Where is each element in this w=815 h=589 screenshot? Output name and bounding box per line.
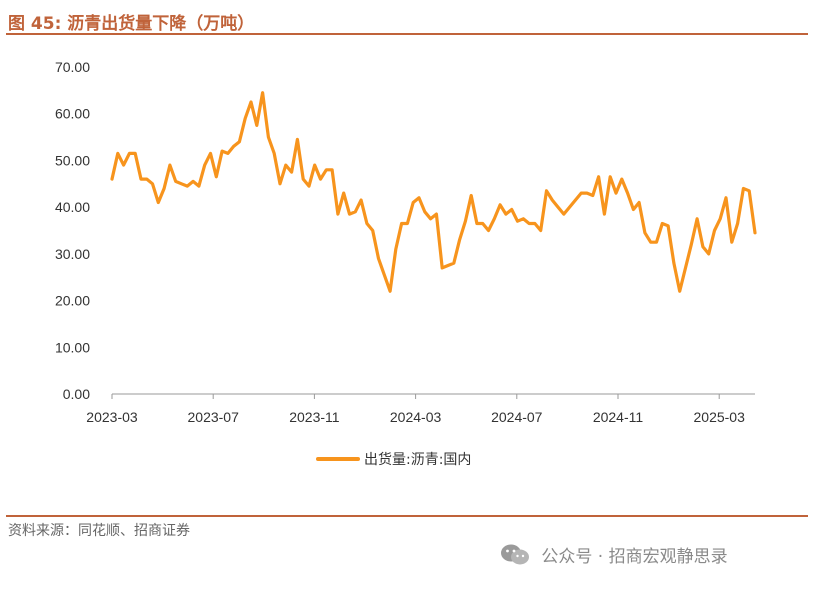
series-line bbox=[110, 91, 757, 293]
y-tick-label: 0.00 bbox=[63, 386, 90, 402]
line-chart: 0.0010.0020.0030.0040.0050.0060.0070.00 … bbox=[55, 59, 757, 468]
y-tick-label: 40.00 bbox=[55, 199, 90, 215]
legend-label: 出货量:沥青:国内 bbox=[364, 451, 471, 468]
wechat-icon bbox=[501, 544, 529, 564]
y-tick-label: 10.00 bbox=[55, 339, 90, 355]
x-tick-label: 2023-11 bbox=[289, 409, 340, 425]
x-tick-label: 2024-07 bbox=[491, 409, 543, 425]
x-axis: 2023-03 2023-07 2023-11 2024-03 2024-07 2024-… bbox=[86, 393, 755, 425]
y-axis: 0.00 10.00 20.00 30.00 40.00 50.00 60.00 70.00 bbox=[55, 59, 90, 402]
bottom-rule bbox=[6, 515, 808, 517]
x-tick-label: 2024-11 bbox=[593, 409, 644, 425]
y-tick-label: 50.00 bbox=[55, 152, 90, 168]
x-tick-label: 2024-03 bbox=[390, 409, 442, 425]
y-tick-label: 30.00 bbox=[55, 246, 90, 262]
figure-title: 图 45: 沥青出货量下降（万吨） bbox=[8, 14, 255, 34]
y-tick-label: 20.00 bbox=[55, 293, 90, 309]
x-tick-label: 2025-03 bbox=[694, 409, 746, 425]
y-tick-label: 70.00 bbox=[55, 59, 90, 75]
source-note: 资料来源：同花顺、招商证券 bbox=[8, 523, 190, 539]
legend: 出货量:沥青:国内 bbox=[316, 451, 471, 468]
x-tick-label: 2023-07 bbox=[188, 409, 240, 425]
title-bar: 图 45: 沥青出货量下降（万吨） bbox=[8, 6, 808, 34]
y-tick-label: 60.00 bbox=[55, 106, 90, 122]
watermark: 公众号 · 招商宏观静思录 bbox=[500, 542, 728, 570]
top-rule bbox=[6, 33, 808, 35]
watermark-text: 公众号 · 招商宏观静思录 bbox=[541, 547, 728, 567]
x-tick-label: 2023-03 bbox=[86, 409, 138, 425]
series-layer bbox=[110, 91, 757, 293]
